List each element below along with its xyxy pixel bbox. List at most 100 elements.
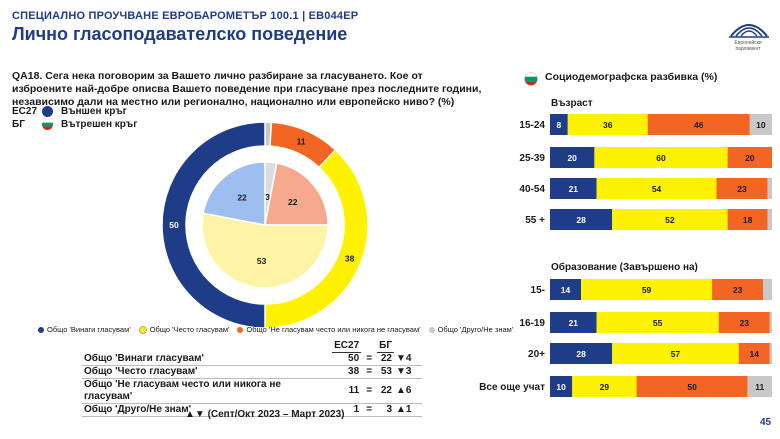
table-header-blank xyxy=(394,340,422,353)
bar-segment-often xyxy=(594,147,728,168)
inner-pie-slice-often xyxy=(201,212,329,289)
bar-value-label: 54 xyxy=(652,184,662,194)
outer-ring-label-rarely: 11 xyxy=(297,136,306,146)
legend-swatch xyxy=(428,326,435,333)
bar-value-label: 23 xyxy=(733,285,743,295)
legend-item-other: Общо 'Друго/Не знам' xyxy=(428,325,513,334)
bar-value-label: 59 xyxy=(642,285,652,295)
row-separator: = xyxy=(361,352,378,366)
table-row: Общо 'Винаги гласувам' 50 = 22 ▼4 xyxy=(82,352,422,366)
bar-value-label: 55 xyxy=(653,318,663,328)
bar-segment-often xyxy=(596,312,719,333)
bar-value-label: 8 xyxy=(557,120,562,130)
bar-value-label: 23 xyxy=(740,318,750,328)
row-label: Общо 'Друго/Не знам' xyxy=(82,403,333,417)
bulgarian-flag-icon xyxy=(42,119,53,130)
row-bg-value: 22 xyxy=(377,352,394,366)
row-bg-value: 3 xyxy=(377,403,394,417)
legend-item-always: Общо 'Винаги гласувам' xyxy=(38,325,131,334)
outer-ring-label-often: 38 xyxy=(345,253,355,263)
legend-item-rarely: Общо 'Не гласувам често или никога не гл… xyxy=(237,325,421,334)
bar-segment-rarely xyxy=(716,178,768,199)
row-label: Общо 'Винаги гласувам' xyxy=(82,352,333,366)
bar-value-label: 28 xyxy=(576,349,586,359)
row-bg-value: 22 xyxy=(377,378,394,404)
row-separator: = xyxy=(361,403,378,417)
page-title: Лично гласоподавателско поведение xyxy=(12,24,348,44)
bar-segment-often xyxy=(612,343,739,364)
logo-text: Европейски парламент xyxy=(734,40,762,52)
bar-value-label: 14 xyxy=(561,285,571,295)
row-eu-value: 1 xyxy=(332,403,362,417)
bar-segment-always xyxy=(550,147,595,168)
bar-segment-rarely xyxy=(738,343,770,364)
bar-segment-other xyxy=(767,209,772,230)
bar-segment-rarely xyxy=(727,209,768,230)
bar-segment-rarely xyxy=(636,376,748,397)
bar-value-label: 11 xyxy=(755,382,764,392)
bar-category-label: 16-19 xyxy=(519,318,545,329)
bulgarian-flag-icon xyxy=(524,72,538,86)
bar-category-label: Все още учат xyxy=(479,382,545,393)
bar-segment-often xyxy=(596,178,717,199)
period-note: ▲▼ (Септ/Окт 2023 – Март 2023) xyxy=(185,409,345,420)
inner-pie-label-always: 22 xyxy=(237,192,247,202)
row-eu-value: 11 xyxy=(332,378,362,404)
page-number: 45 xyxy=(760,417,772,428)
bar-segment-rarely xyxy=(712,279,764,300)
bar-segment-often xyxy=(572,376,637,397)
question-text: QA18. Сега нека поговорим за Вашето личн… xyxy=(12,70,482,108)
bar-value-label: 36 xyxy=(603,120,613,130)
legend-inner-ring: БГ Вътрешен кръг xyxy=(12,119,137,130)
bar-value-label: 21 xyxy=(569,184,579,194)
bar-value-label: 60 xyxy=(656,153,666,163)
row-change: ▼4 xyxy=(394,352,422,366)
legend-label: Вътрешен кръг xyxy=(61,119,138,130)
double-donut-chart: 11138503225322 xyxy=(161,120,369,329)
bar-segment-always xyxy=(550,209,613,230)
chart-legend: Общо 'Винаги гласувам' Общо 'Често гласу… xyxy=(38,325,513,334)
bar-segment-often xyxy=(612,209,728,230)
legend-item-label: Общо 'Винаги гласувам' xyxy=(47,325,131,334)
table-row: Общо 'Често гласувам' 38 = 53 ▼3 xyxy=(82,365,422,379)
outer-ring-label-other: 1 xyxy=(266,120,271,121)
bar-value-label: 20 xyxy=(745,153,755,163)
bar-value-label: 29 xyxy=(600,382,610,392)
bar-segment-often xyxy=(581,279,713,300)
table-header-eu: ЕС27 xyxy=(332,340,362,353)
inner-pie-label-other: 3 xyxy=(265,192,270,202)
inner-pie-slice-rarely xyxy=(264,162,329,226)
bar-segment-rarely xyxy=(718,312,770,333)
bar-segment-rarely xyxy=(727,147,772,168)
bar-category-label: 55 + xyxy=(525,215,545,226)
legend-label: Външен кръг xyxy=(61,106,127,117)
bar-value-label: 10 xyxy=(756,120,766,130)
european-parliament-logo-icon xyxy=(729,24,769,38)
outer-ring-slice-always xyxy=(161,121,266,329)
row-change: ▲6 xyxy=(394,378,422,404)
bar-category-label: 15-24 xyxy=(519,120,545,131)
bar-segment-rarely xyxy=(647,114,750,135)
row-eu-value: 38 xyxy=(332,365,362,379)
legend-item-label: Общо 'Често гласувам' xyxy=(149,325,230,334)
inner-pie-label-rarely: 22 xyxy=(288,197,298,207)
comparison-table: ЕС27 БГ Общо 'Винаги гласувам' 50 = 22 ▼… xyxy=(82,340,422,417)
legend-code: БГ xyxy=(12,119,25,130)
bar-category-label: 40-54 xyxy=(519,184,545,195)
bar-value-label: 57 xyxy=(671,349,681,359)
bar-value-label: 21 xyxy=(569,318,579,328)
bar-value-label: 18 xyxy=(743,215,753,225)
table-header-blank xyxy=(361,340,377,353)
bar-category-label: 20+ xyxy=(528,349,545,360)
socio-title: Социодемографска разбивка (%) xyxy=(545,71,718,83)
row-eu-value: 50 xyxy=(332,352,362,366)
legend-item-label: Общо 'Не гласувам често или никога не гл… xyxy=(246,325,421,334)
education-section-title: Образование (Завършено на) xyxy=(551,262,698,273)
bar-value-label: 23 xyxy=(737,184,747,194)
row-separator: = xyxy=(361,378,378,404)
bar-segment-other xyxy=(769,312,772,333)
row-bg-value: 53 xyxy=(377,365,394,379)
bar-segment-other xyxy=(749,114,772,135)
inner-pie-label-often: 53 xyxy=(257,256,267,266)
bar-segment-always xyxy=(550,114,568,135)
